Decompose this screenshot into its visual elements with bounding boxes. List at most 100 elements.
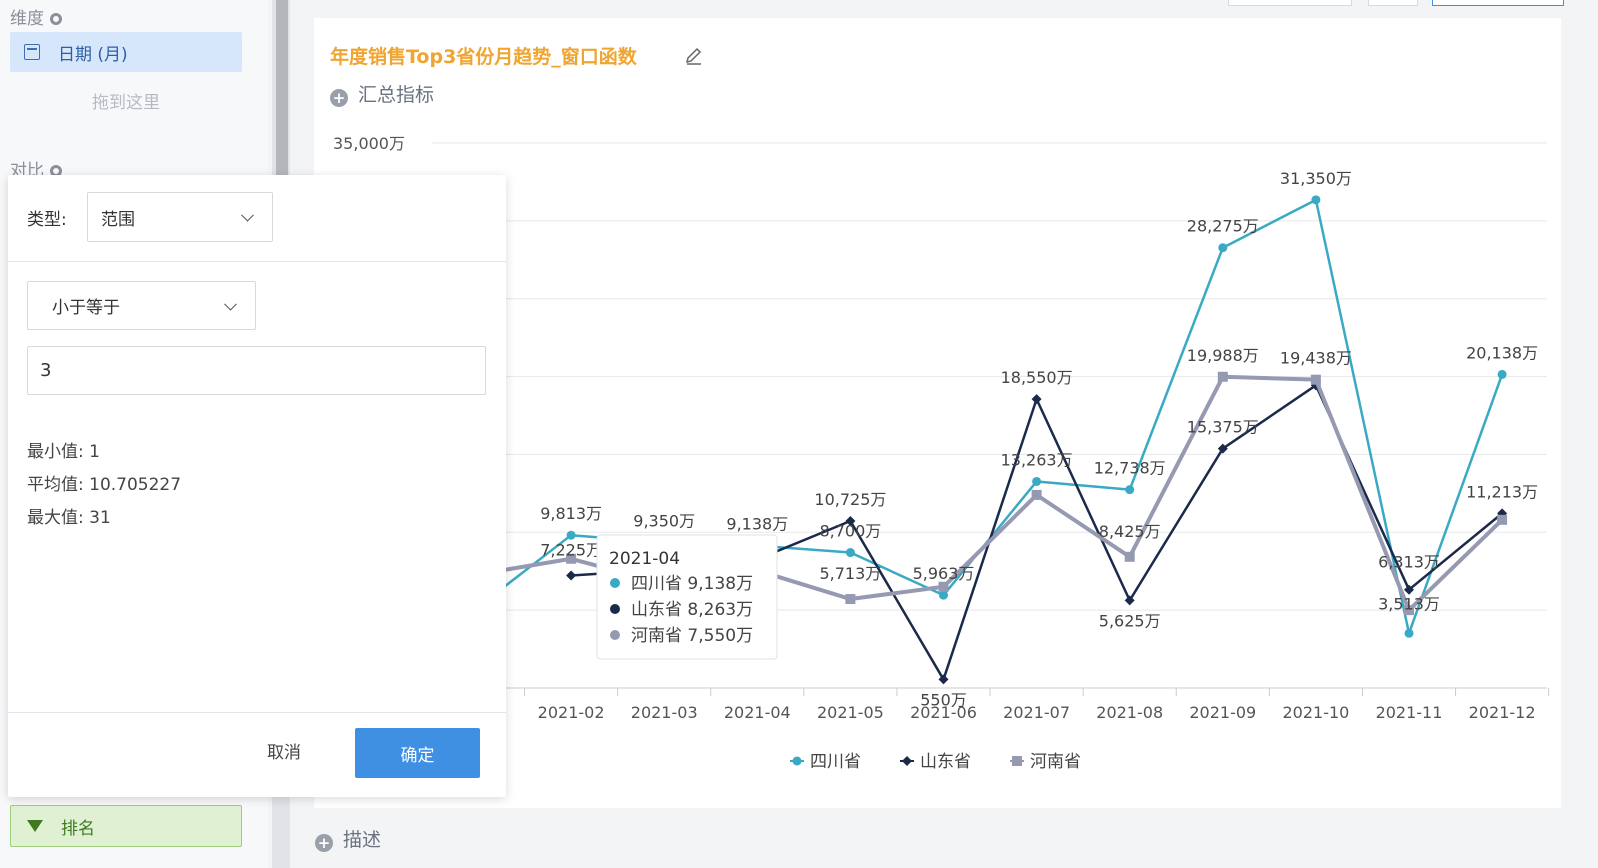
confirm-button[interactable]: 确定 (355, 728, 480, 778)
data-label: 19,988万 (1187, 346, 1259, 365)
x-tick-label: 2021-10 (1282, 703, 1349, 722)
data-label: 9,138万 (726, 515, 788, 534)
legend-marker (1012, 756, 1022, 766)
chart-card (314, 18, 1561, 808)
max-value-text: 最大值: 31 (27, 508, 111, 528)
data-point (845, 594, 856, 605)
drop-hint: 拖到这里 (92, 93, 160, 113)
range-value-input[interactable] (27, 346, 486, 395)
gear-icon[interactable] (50, 13, 62, 25)
data-label: 9,350万 (633, 511, 695, 530)
data-label: 9,813万 (540, 504, 602, 523)
x-tick-label: 2021-11 (1376, 703, 1443, 722)
panel-resize-handle[interactable] (276, 0, 288, 175)
data-point (566, 530, 576, 540)
data-point (938, 674, 949, 685)
calendar-icon (24, 44, 40, 60)
data-label: 31,350万 (1280, 169, 1352, 188)
data-label: 28,275万 (1187, 217, 1259, 236)
cancel-button[interactable]: 取消 (248, 730, 320, 770)
tooltip-marker (610, 630, 620, 640)
dimension-date-pill[interactable]: 日期 (月) (10, 32, 242, 72)
data-point (845, 548, 855, 558)
tooltip-box (596, 534, 778, 660)
data-label: 5,963万 (913, 564, 975, 583)
data-label: 8,425万 (1099, 522, 1161, 541)
tooltip-row: 山东省 8,263万 (631, 600, 753, 620)
data-point (1032, 476, 1042, 486)
chevron-down-icon (241, 208, 254, 222)
data-label: 13,263万 (1001, 450, 1073, 469)
filter-pill-label: 排名 (61, 818, 95, 839)
x-tick-label: 2021-08 (1096, 703, 1163, 722)
data-point (1497, 514, 1508, 525)
tooltip-marker (610, 604, 620, 614)
summary-metric-button[interactable]: + 汇总指标 (330, 80, 434, 107)
type-select[interactable]: 范围 (87, 192, 273, 242)
data-label: 8,700万 (819, 522, 881, 541)
plus-icon: + (330, 89, 348, 107)
data-point (845, 515, 856, 526)
data-label: 3,513万 (1378, 594, 1440, 613)
describe-button[interactable]: + 描述 (315, 825, 381, 852)
min-value-text: 最小值: 1 (27, 442, 100, 462)
funnel-icon (27, 820, 43, 832)
tooltip-marker (610, 578, 620, 588)
legend-marker (792, 756, 802, 766)
x-tick-label: 2021-06 (910, 703, 977, 722)
data-point (1404, 605, 1414, 616)
plus-icon: + (315, 834, 333, 852)
filter-rank-pill[interactable]: 排名 (10, 805, 242, 847)
x-tick-label: 2021-09 (1189, 703, 1256, 722)
data-point (566, 570, 577, 581)
data-point (1031, 489, 1042, 500)
edit-icon[interactable] (684, 46, 704, 66)
data-point (1404, 584, 1414, 595)
data-label: 11,213万 (1466, 482, 1538, 501)
data-point (1217, 371, 1228, 382)
data-point (1218, 243, 1228, 253)
data-label: 6,313万 (1378, 553, 1440, 572)
summary-label: 汇总指标 (358, 84, 435, 106)
data-point (1125, 485, 1135, 495)
tooltip-row: 河南省 7,550万 (631, 626, 753, 646)
dialog-footer-divider (8, 712, 506, 713)
tooltip-row: 四川省 9,138万 (631, 574, 753, 594)
rank-filter-dialog: 类型: 范围 小于等于 最小值: 1 平均值: 10.705227 最大值: 3… (8, 175, 506, 797)
data-label: 12,738万 (1094, 459, 1166, 478)
data-point (1217, 443, 1228, 454)
x-tick-label: 2021-03 (631, 703, 698, 722)
data-point (1404, 628, 1414, 638)
toolbar-button[interactable] (1368, 0, 1418, 6)
chart-title[interactable]: 年度销售Top3省份月趋势_窗口函数 (330, 46, 637, 68)
legend-marker (902, 756, 912, 766)
data-label: 18,550万 (1001, 368, 1073, 387)
toolbar-button[interactable] (1228, 0, 1352, 6)
operator-select[interactable]: 小于等于 (27, 281, 256, 330)
legend-label: 四川省 (810, 752, 861, 772)
dimension-label: 维度 (10, 9, 44, 29)
dimension-pill-label: 日期 (月) (58, 44, 128, 65)
data-label: 7,225万 (540, 540, 602, 559)
type-select-value: 范围 (101, 209, 135, 230)
x-tick-label: 2021-05 (817, 703, 884, 722)
toolbar-toggle[interactable] (1432, 0, 1564, 6)
chevron-down-icon (224, 297, 237, 311)
data-point (938, 581, 949, 592)
x-tick-label: 2021-07 (1003, 703, 1070, 722)
x-tick-label: 2021-04 (724, 703, 791, 722)
x-tick-label: 2021-12 (1469, 703, 1536, 722)
legend-label: 河南省 (1030, 752, 1081, 772)
data-label: 19,438万 (1280, 349, 1352, 368)
dimension-section: 维度 (10, 4, 62, 29)
data-point (1310, 374, 1321, 385)
type-label: 类型: (27, 210, 67, 230)
data-point (1311, 195, 1321, 205)
data-label: 10,725万 (814, 490, 886, 509)
data-label: 20,138万 (1466, 343, 1538, 362)
x-tick-label: 2021-02 (538, 703, 605, 722)
y-tick-label: 35,000万 (333, 134, 405, 153)
tooltip-title: 2021-04 (609, 549, 680, 569)
data-point (1497, 369, 1507, 379)
